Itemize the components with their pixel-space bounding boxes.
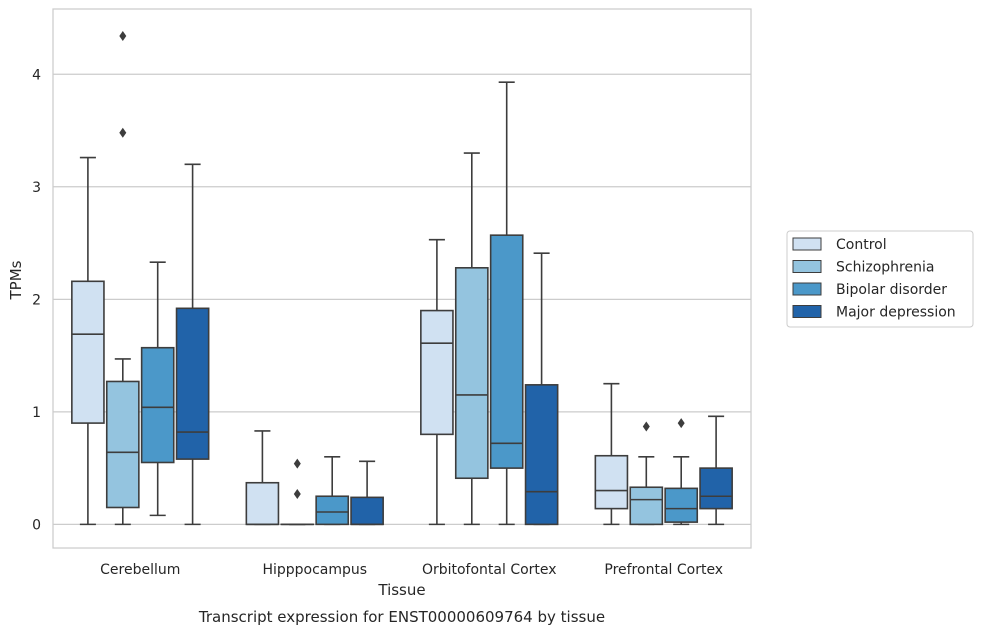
box-control	[71, 156, 105, 526]
box-iqr	[420, 309, 454, 436]
box-iqr	[699, 467, 733, 510]
box-iqr	[629, 486, 664, 526]
box-major-depression	[175, 163, 210, 526]
x-axis-label: Tissue	[377, 581, 425, 599]
y-tick-label: 0	[32, 517, 41, 533]
outlier-point	[119, 31, 127, 42]
box-control	[420, 238, 454, 526]
box-iqr	[524, 384, 559, 526]
box-bipolar-disorder	[140, 261, 175, 517]
legend-frame	[786, 230, 974, 328]
box-iqr	[175, 307, 210, 460]
legend-label: Major depression	[836, 305, 956, 321]
legend-swatch	[792, 260, 822, 273]
outlier-point	[677, 418, 685, 429]
y-axis-label: TPMs	[7, 260, 25, 300]
box-iqr	[140, 346, 175, 464]
x-tick-label: Hipppocampus	[262, 562, 367, 578]
box-schizophrenia	[454, 152, 489, 526]
x-tick-label: Orbitofontal Cortex	[422, 562, 557, 578]
box-iqr	[594, 454, 629, 510]
y-tick-label: 4	[32, 67, 41, 83]
box-iqr	[105, 380, 140, 509]
x-tick-label: Prefrontal Cortex	[604, 562, 723, 578]
box-schizophrenia	[629, 421, 664, 526]
legend-label: Control	[836, 237, 887, 253]
box-iqr	[454, 267, 489, 480]
plot-area-frame	[52, 8, 752, 549]
legend-label: Schizophrenia	[836, 260, 934, 276]
y-axis-ticks: 0 1 2 3 4	[32, 67, 41, 533]
legend-swatch	[792, 282, 822, 296]
x-tick-label: Cerebellum	[100, 562, 180, 578]
outlier-point	[293, 488, 301, 499]
box-bipolar-disorder	[664, 418, 699, 526]
outlier-point	[119, 127, 127, 138]
chart-caption: Transcript expression for ENST0000060976…	[198, 608, 605, 626]
box-control	[594, 382, 629, 526]
y-tick-label: 3	[32, 180, 41, 196]
box-series-group	[71, 31, 733, 526]
x-axis-ticks: Cerebellum Hipppocampus Orbitofontal Corte…	[100, 562, 723, 578]
legend-swatch	[792, 237, 822, 251]
box-control	[245, 430, 280, 526]
outlier-point	[642, 421, 650, 432]
box-bipolar-disorder	[489, 81, 524, 526]
legend: Control Schizophrenia Bipolar disorder Majo…	[786, 230, 974, 328]
box-iqr	[315, 495, 350, 526]
legend-swatch	[792, 305, 822, 318]
box-major-depression	[699, 415, 733, 526]
box-schizophrenia	[105, 31, 140, 526]
box-iqr	[664, 487, 699, 523]
y-tick-label: 2	[32, 292, 41, 308]
box-iqr	[71, 280, 105, 424]
box-iqr	[245, 481, 280, 526]
box-major-depression	[524, 252, 559, 526]
outlier-point	[293, 458, 301, 469]
box-bipolar-disorder	[315, 456, 350, 526]
box-schizophrenia	[280, 458, 315, 526]
legend-label: Bipolar disorder	[836, 282, 947, 298]
y-tick-label: 1	[32, 405, 41, 421]
box-major-depression	[350, 460, 384, 526]
box-iqr	[350, 496, 384, 526]
box-iqr	[489, 234, 524, 469]
